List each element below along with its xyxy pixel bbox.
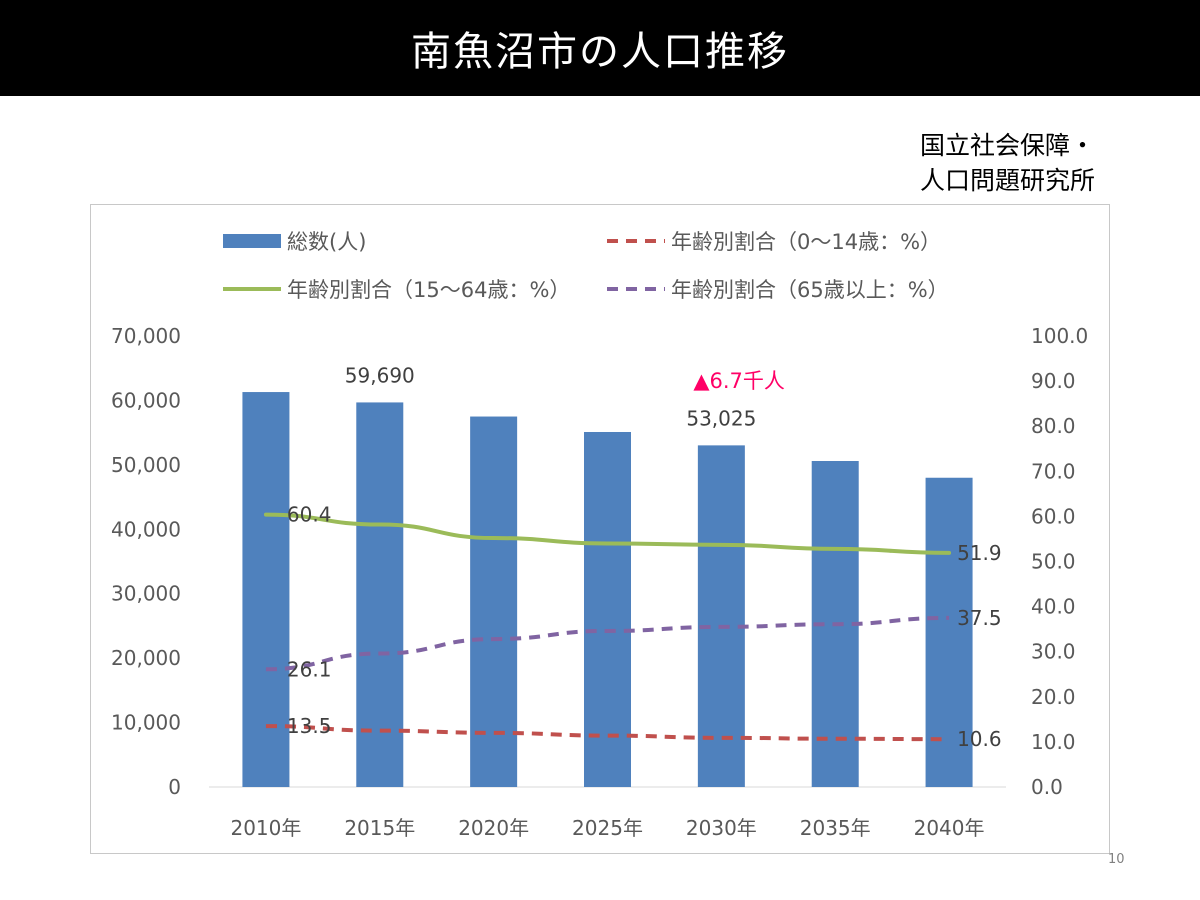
x-tick-label: 2015年	[344, 816, 415, 840]
y-left-tick-label: 40,000	[111, 517, 181, 541]
y-right-tick-label: 60.0	[1031, 504, 1076, 528]
legend-swatch-bar	[223, 234, 281, 248]
page-number: 10	[1108, 852, 1125, 867]
x-tick-label: 2020年	[458, 816, 529, 840]
legend-label: 年齢別割合（0～14歳：%）	[671, 230, 941, 254]
x-tick-label: 2025年	[572, 816, 643, 840]
y-right-tick-label: 70.0	[1031, 459, 1076, 483]
bar-total-population	[242, 392, 290, 787]
line-data-label: 10.6	[957, 727, 1002, 751]
y-right-tick-label: 80.0	[1031, 414, 1076, 438]
slide-title: 南魚沼市の人口推移	[0, 0, 1200, 96]
source-citation: 国立社会保障・ 人口問題研究所	[920, 128, 1095, 198]
y-left-tick-label: 30,000	[111, 582, 181, 606]
y-right-tick-label: 0.0	[1031, 775, 1063, 799]
y-right-tick-label: 100.0	[1031, 324, 1088, 348]
line-age-15-64	[263, 512, 952, 555]
y-right-tick-label: 10.0	[1031, 730, 1076, 754]
y-right-tick-label: 40.0	[1031, 595, 1076, 619]
y-left-tick-label: 60,000	[111, 388, 181, 412]
bar-total-population	[584, 431, 631, 787]
chart-frame: 0 10,000 20,000 30,000 40,000 50,000 60,000 70,…	[90, 204, 1110, 854]
bar-total-population	[470, 416, 518, 787]
x-tick-label: 2040年	[914, 816, 985, 840]
line-data-label: 60.4	[287, 503, 332, 527]
source-line-2: 人口問題研究所	[920, 166, 1096, 195]
y-right-tick-label: 30.0	[1031, 640, 1076, 664]
y-right-tick-label: 90.0	[1031, 369, 1076, 393]
bar-total-population	[925, 477, 973, 787]
line-data-label: 13.5	[287, 714, 332, 738]
y-left-tick-label: 70,000	[111, 324, 181, 348]
y-right-tick-label: 50.0	[1031, 550, 1076, 574]
bar-data-label: 53,025	[686, 406, 756, 430]
legend-label: 年齢別割合（65歳以上：%）	[671, 278, 949, 302]
bar-data-label: 59,690	[345, 363, 415, 387]
y-left-tick-label: 50,000	[111, 453, 181, 477]
y-left-tick-label: 10,000	[111, 711, 181, 735]
source-line-1: 国立社会保障・	[920, 131, 1096, 160]
y-right-tick-label: 20.0	[1031, 685, 1076, 709]
x-tick-label: 2010年	[230, 816, 301, 840]
bar-total-population	[356, 402, 404, 787]
x-tick-label: 2035年	[800, 816, 871, 840]
decline-annotation: ▲6.7千人	[693, 369, 785, 393]
line-data-label: 26.1	[287, 657, 332, 681]
bar-total-population	[697, 445, 745, 787]
legend-label: 総数(人)	[287, 230, 366, 254]
line-age-65-plus	[265, 615, 950, 672]
line-data-label: 51.9	[957, 541, 1002, 565]
y-left-tick-label: 0	[168, 775, 181, 799]
line-data-label: 37.5	[957, 606, 1002, 630]
x-tick-label: 2030年	[686, 816, 757, 840]
population-chart: 0 10,000 20,000 30,000 40,000 50,000 60,000 70,…	[111, 230, 1088, 840]
legend-label: 年齢別割合（15～64歳：%）	[287, 278, 570, 302]
y-left-tick-label: 20,000	[111, 646, 181, 670]
